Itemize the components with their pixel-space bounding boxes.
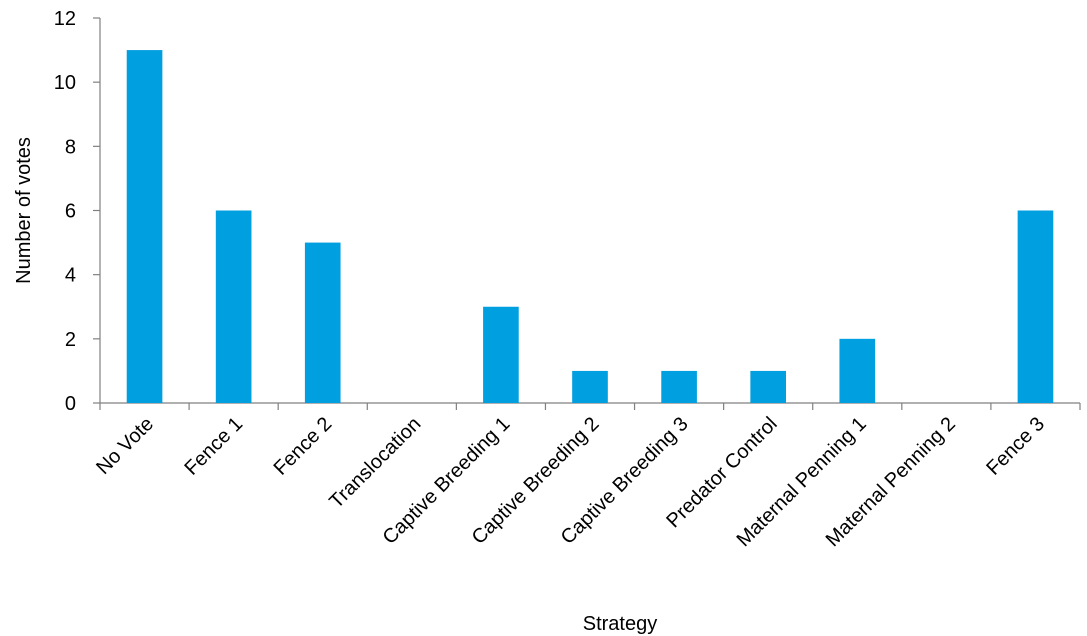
bar [750,370,786,403]
y-tick-label: 10 [54,72,76,94]
y-tick-label: 0 [65,393,76,415]
y-tick-label: 4 [65,265,76,287]
bar [1017,210,1054,403]
x-tick-label: No Vote [92,413,158,479]
bar [839,338,876,403]
x-tick-label: Fence 3 [982,413,1049,480]
y-tick-label: 12 [54,8,76,30]
y-axis-ticks: 0 2 4 6 8 10 12 [54,8,100,415]
y-tick-label: 8 [65,136,76,158]
x-tick-label: Fence 1 [181,413,248,480]
x-axis-ticks: No Vote Fence 1 Fence 2TranslocationCaptiv… [92,403,1081,551]
bar [215,210,252,403]
x-tick-label: Translocation [325,413,425,513]
bar [572,370,608,403]
y-axis-title: Number of votes [13,137,35,284]
y-tick-label: 2 [65,329,76,351]
bars [126,50,1054,403]
bar [304,242,341,403]
x-axis-title: Strategy [583,613,657,635]
x-tick-label: Fence 2 [270,413,337,480]
y-tick-label: 6 [65,201,76,223]
bar [661,370,697,403]
bar [483,306,519,403]
bar [126,50,163,403]
